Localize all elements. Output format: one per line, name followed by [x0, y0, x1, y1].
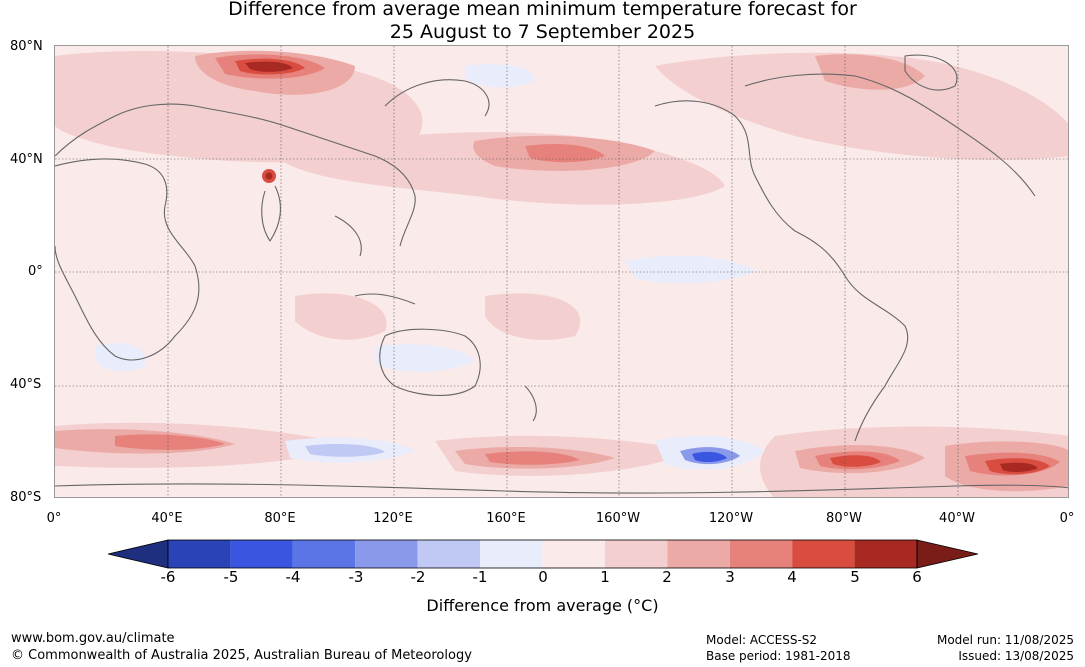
- anomaly-map: [54, 45, 1069, 498]
- lon-label-120e: 120°E: [373, 511, 413, 526]
- colorbar-tick: -6: [160, 568, 176, 586]
- colorbar-swatch: [792, 540, 855, 568]
- base-period: Base period: 1981-2018: [706, 649, 851, 663]
- lon-label-0: 0°: [46, 511, 62, 526]
- lat-label-equator: 0°: [28, 264, 43, 279]
- colorbar-tick: 6: [912, 568, 922, 586]
- colorbar-swatch: [667, 540, 730, 568]
- colorbar-tick: -2: [410, 568, 426, 586]
- colorbar-swatch: [417, 540, 481, 568]
- colorbar-tick: 3: [725, 568, 735, 586]
- lon-label-160w: 160°W: [595, 511, 641, 526]
- model-name: Model: ACCESS-S2: [706, 633, 818, 647]
- lat-label-40n: 40°N: [10, 152, 43, 167]
- colorbar-swatch: [542, 540, 605, 568]
- colorbar-swatch: [604, 540, 668, 568]
- map-title-line-1: Difference from average mean minimum tem…: [228, 0, 857, 20]
- colorbar-swatch: [355, 540, 418, 568]
- colorbar-swatch: [854, 540, 917, 568]
- colorbar-tick: -1: [472, 568, 488, 586]
- colorbar-tick: 5: [850, 568, 860, 586]
- lat-label-80s: 80°S: [10, 490, 42, 505]
- colorbar-label: Difference from average (°C): [426, 596, 659, 615]
- website-link[interactable]: www.bom.gov.au/climate: [11, 631, 175, 646]
- colorbar-swatch: [168, 540, 231, 568]
- colorbar-tick: -4: [285, 568, 301, 586]
- colorbar-swatch: [729, 540, 793, 568]
- colorbar-tick: 0: [538, 568, 548, 586]
- lon-label-80w: 80°W: [826, 511, 862, 526]
- colorbar-tick: -5: [223, 568, 239, 586]
- lon-label-0-end: 0°: [1059, 511, 1075, 526]
- colorbar-tick: 2: [662, 568, 672, 586]
- colorbar-swatch: [292, 540, 356, 568]
- colorbar-swatch: [480, 540, 543, 568]
- model-run-date: Model run: 11/08/2025: [936, 633, 1074, 647]
- colorbar-tick: 1: [600, 568, 610, 586]
- colorbar-extend-low: [107, 539, 169, 569]
- colorbar-tick: 4: [787, 568, 797, 586]
- lat-label-80n: 80°N: [10, 39, 43, 54]
- issued-date: Issued: 13/08/2025: [958, 649, 1074, 663]
- colorbar-extend-high: [916, 539, 979, 569]
- lon-label-40w: 40°W: [939, 511, 975, 526]
- lon-label-80e: 80°E: [264, 511, 296, 526]
- lon-label-40e: 40°E: [151, 511, 183, 526]
- copyright-text: © Commonwealth of Australia 2025, Austra…: [11, 648, 472, 663]
- colorbar-outline: [167, 539, 918, 569]
- colorbar-tick: -3: [348, 568, 364, 586]
- lat-label-40s: 40°S: [10, 377, 42, 392]
- map-title-line-2: 25 August to 7 September 2025: [389, 21, 696, 43]
- lon-label-120w: 120°W: [708, 511, 754, 526]
- lon-label-160e: 160°E: [486, 511, 526, 526]
- colorbar: [107, 539, 979, 569]
- colorbar-swatch: [230, 540, 293, 568]
